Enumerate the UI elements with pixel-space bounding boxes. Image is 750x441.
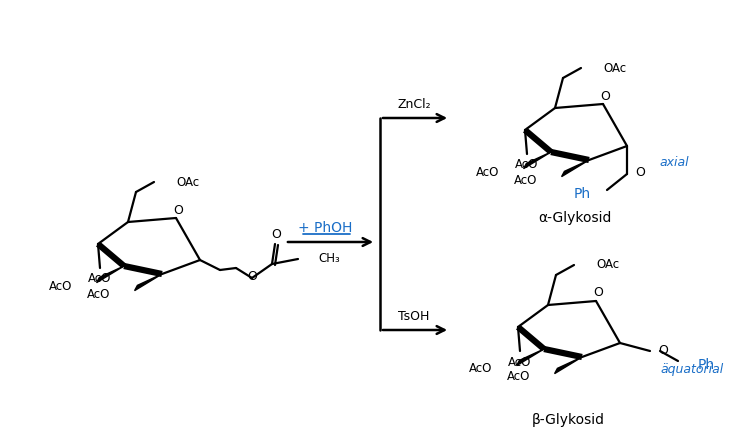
- Polygon shape: [562, 160, 589, 177]
- Text: AcO: AcO: [507, 370, 530, 384]
- Text: ZnCl₂: ZnCl₂: [398, 98, 432, 112]
- Text: äquatorial: äquatorial: [660, 363, 723, 375]
- Text: TsOH: TsOH: [398, 310, 429, 324]
- Text: OAc: OAc: [596, 258, 619, 272]
- Text: CH₃: CH₃: [318, 253, 340, 265]
- Text: AcO: AcO: [515, 158, 538, 172]
- Text: Ph: Ph: [574, 187, 591, 201]
- Text: O: O: [658, 344, 668, 358]
- Polygon shape: [524, 152, 551, 168]
- Text: axial: axial: [659, 156, 688, 168]
- Polygon shape: [517, 349, 544, 366]
- Text: AcO: AcO: [509, 355, 532, 369]
- Polygon shape: [97, 266, 124, 283]
- Text: OAc: OAc: [603, 61, 626, 75]
- Text: AcO: AcO: [86, 288, 110, 300]
- Text: α-Glykosid: α-Glykosid: [538, 211, 612, 225]
- Text: O: O: [247, 270, 257, 284]
- Text: O: O: [271, 228, 281, 242]
- Text: AcO: AcO: [514, 173, 537, 187]
- Text: AcO: AcO: [88, 273, 112, 285]
- Polygon shape: [134, 274, 162, 291]
- Text: Ph: Ph: [698, 358, 715, 372]
- Text: β-Glykosid: β-Glykosid: [532, 413, 605, 427]
- Text: OAc: OAc: [176, 176, 200, 188]
- Text: AcO: AcO: [476, 165, 499, 179]
- Polygon shape: [554, 357, 582, 374]
- Text: O: O: [635, 165, 645, 179]
- Text: O: O: [173, 203, 183, 217]
- Text: O: O: [593, 287, 603, 299]
- Text: AcO: AcO: [49, 280, 72, 292]
- Text: O: O: [600, 90, 610, 102]
- Text: + PhOH: + PhOH: [298, 221, 352, 235]
- Text: AcO: AcO: [469, 363, 492, 375]
